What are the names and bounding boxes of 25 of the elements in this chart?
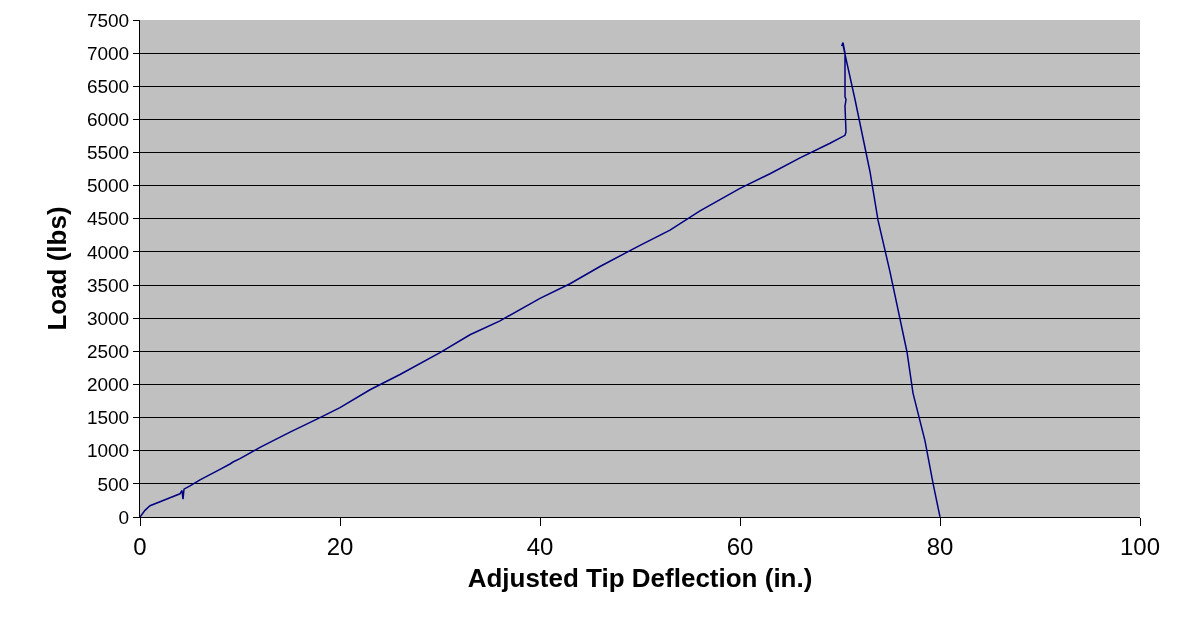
y-tick-label: 1000 [86, 440, 130, 462]
y-tick-label: 5500 [86, 142, 130, 164]
x-tick-label: 100 [1119, 532, 1161, 560]
x-tick-label: 0 [133, 532, 147, 560]
y-tick-label: 2000 [86, 374, 130, 396]
y-tick-label: 6500 [86, 75, 130, 97]
x-tick-label: 40 [526, 532, 554, 560]
y-tick-label: 500 [97, 473, 130, 495]
y-tick-label: 0 [118, 506, 130, 528]
x-tick-label: 60 [726, 532, 754, 560]
x-tick-label: 80 [926, 532, 954, 560]
x-tick-label: 20 [326, 532, 354, 560]
y-tick-label: 4500 [86, 208, 130, 230]
y-tick-label: 3500 [86, 274, 130, 296]
line-series [140, 41, 941, 517]
y-tick-label: 7000 [86, 42, 130, 64]
y-tick-label: 7500 [86, 9, 130, 31]
y-tick-label: 1500 [86, 407, 130, 429]
y-tick-label: 4000 [86, 241, 130, 263]
y-tick-label: 2500 [86, 340, 130, 362]
y-axis-title: Load (lbs) [42, 206, 73, 331]
y-tick-label: 3000 [86, 307, 130, 329]
y-tick-label: 5000 [86, 175, 130, 197]
y-tick-label: 6000 [86, 109, 130, 131]
x-axis-title: Adjusted Tip Deflection (in.) [467, 563, 813, 594]
